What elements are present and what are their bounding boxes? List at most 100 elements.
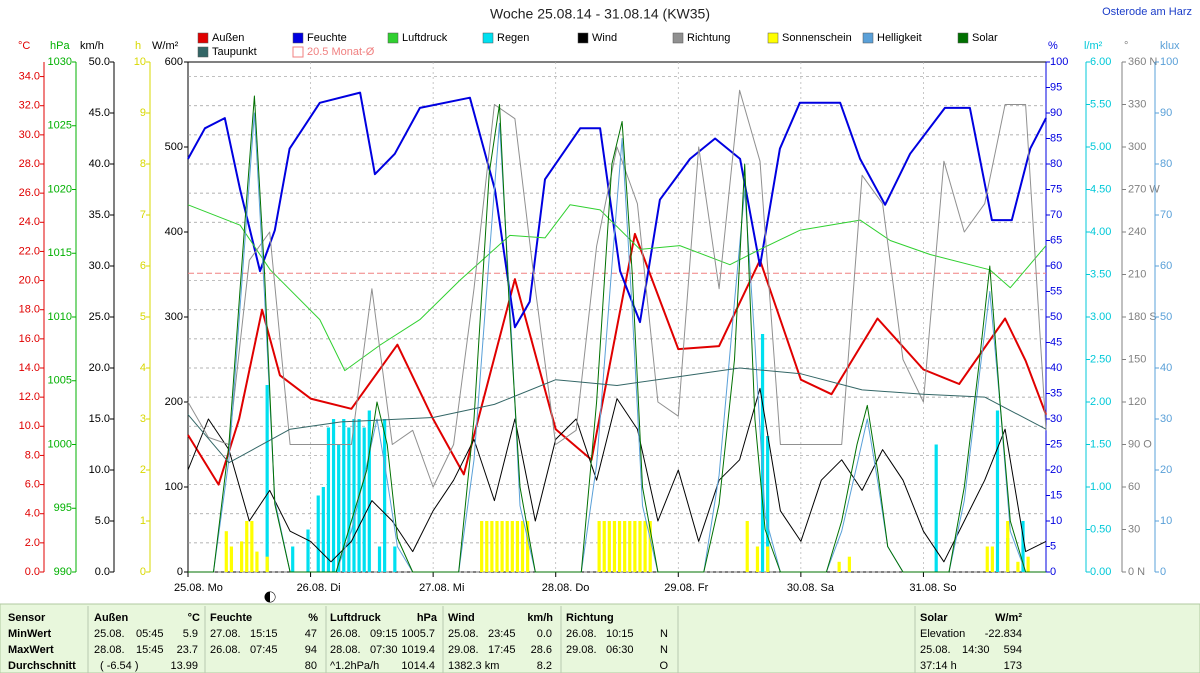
bar: [306, 529, 310, 572]
y-tick-label: 5.00: [1090, 141, 1111, 153]
y-tick-label: 1000: [48, 438, 72, 450]
bar: [515, 521, 520, 572]
y-tick-label: 14.0: [19, 362, 40, 374]
table-cell: -22.834: [985, 628, 1022, 640]
axis-unit: h: [135, 40, 141, 52]
legend-label: Regen: [497, 32, 529, 44]
y-tick-label: 10: [1160, 515, 1172, 527]
stats-panel: [0, 603, 1200, 673]
y-tick-label: 8: [140, 158, 146, 170]
y-tick-label: 7: [140, 209, 146, 221]
y-tick-label: 150: [1128, 353, 1146, 365]
bar: [316, 495, 320, 572]
bar: [643, 521, 647, 572]
y-tick-label: 2.50: [1090, 353, 1111, 365]
x-tick-label: 27.08. Mi: [419, 582, 464, 594]
table-cell: 05:45: [136, 628, 164, 640]
y-tick-label: 5: [1050, 540, 1056, 552]
table-cell: N: [660, 644, 668, 656]
y-tick-label: 85: [1050, 132, 1062, 144]
table-cell: 1005.7: [401, 628, 435, 640]
table-cell: 28.08.: [330, 644, 361, 656]
bar: [1016, 561, 1020, 572]
y-tick-label: 70: [1160, 209, 1172, 221]
y-tick-label: 600: [165, 56, 183, 68]
bar: [505, 521, 509, 572]
y-tick-label: 30: [1050, 413, 1062, 425]
bar: [990, 546, 994, 572]
table-cell: 14:30: [962, 644, 990, 656]
y-tick-label: 500: [165, 141, 183, 153]
y-tick-label: 55: [1050, 285, 1062, 297]
legend-label: Solar: [972, 32, 998, 44]
y-tick-label: 95: [1050, 81, 1062, 93]
bar: [490, 521, 494, 572]
bar: [229, 546, 234, 572]
table-header: Solar: [920, 612, 948, 624]
y-tick-label: 0: [1050, 566, 1056, 578]
bar: [648, 521, 652, 572]
y-tick-label: 1020: [48, 183, 72, 195]
y-tick-label: 30.0: [19, 129, 40, 141]
bar: [265, 556, 269, 572]
table-cell: 8.2: [537, 660, 552, 672]
y-tick-label: 80: [1160, 158, 1172, 170]
bar: [623, 521, 627, 572]
y-tick-label: 10.0: [89, 464, 110, 476]
y-tick-label: 360 N: [1128, 56, 1157, 68]
table-cell: 23:45: [488, 628, 516, 640]
bar: [342, 419, 346, 572]
bar: [766, 436, 770, 572]
table-cell: 25.08.: [920, 644, 951, 656]
bar: [745, 521, 749, 572]
y-tick-label: 9: [140, 107, 146, 119]
moon-icon-half: [270, 592, 275, 602]
y-tick-label: 35: [1050, 387, 1062, 399]
y-tick-label: 270 W: [1128, 183, 1160, 195]
table-row-label: MaxWert: [8, 644, 54, 656]
y-tick-label: 1.00: [1090, 481, 1111, 493]
y-tick-label: 240: [1128, 226, 1146, 238]
y-tick-label: 4.50: [1090, 183, 1111, 195]
y-tick-label: 20: [1160, 464, 1172, 476]
y-tick-label: 0: [1160, 566, 1166, 578]
bar: [347, 427, 351, 572]
legend-label: Außen: [212, 32, 244, 44]
bar: [367, 410, 371, 572]
y-tick-label: 20: [1050, 464, 1062, 476]
y-tick-label: 20.0: [89, 362, 110, 374]
table-cell: 37:14 h: [920, 660, 957, 672]
table-row-label: Durchschnitt: [8, 660, 76, 672]
y-tick-label: 35.0: [89, 209, 110, 221]
y-tick-label: 18.0: [19, 304, 40, 316]
legend-label: Wind: [592, 32, 617, 44]
table-cell: 07:30: [370, 644, 398, 656]
y-tick-label: 30.0: [89, 260, 110, 272]
bar: [934, 444, 938, 572]
table-header: hPa: [417, 612, 438, 624]
table-cell: 15:15: [250, 628, 278, 640]
y-tick-label: 0.0: [95, 566, 110, 578]
y-tick-label: 75: [1050, 183, 1062, 195]
y-tick-label: 3: [140, 413, 146, 425]
y-tick-label: 0: [140, 566, 146, 578]
table-header: Richtung: [566, 612, 614, 624]
table-cell: 27.08.: [210, 628, 241, 640]
table-cell: 25.08.: [448, 628, 479, 640]
y-tick-label: 80: [1050, 158, 1062, 170]
y-tick-label: 16.0: [19, 333, 40, 345]
y-tick-label: 70: [1050, 209, 1062, 221]
y-tick-label: 1010: [48, 311, 72, 323]
legend-swatch: [387, 32, 399, 44]
y-tick-label: 5: [140, 311, 146, 323]
bar: [985, 546, 989, 572]
table-cell: 17:45: [488, 644, 516, 656]
legend-swatch: [292, 46, 304, 58]
table-cell: 10:15: [606, 628, 634, 640]
bar: [240, 541, 244, 572]
y-tick-label: 24.0: [19, 216, 40, 228]
table-header: km/h: [527, 612, 553, 624]
y-tick-label: 45: [1050, 336, 1062, 348]
bar: [633, 521, 637, 572]
table-cell: 23.7: [177, 644, 198, 656]
